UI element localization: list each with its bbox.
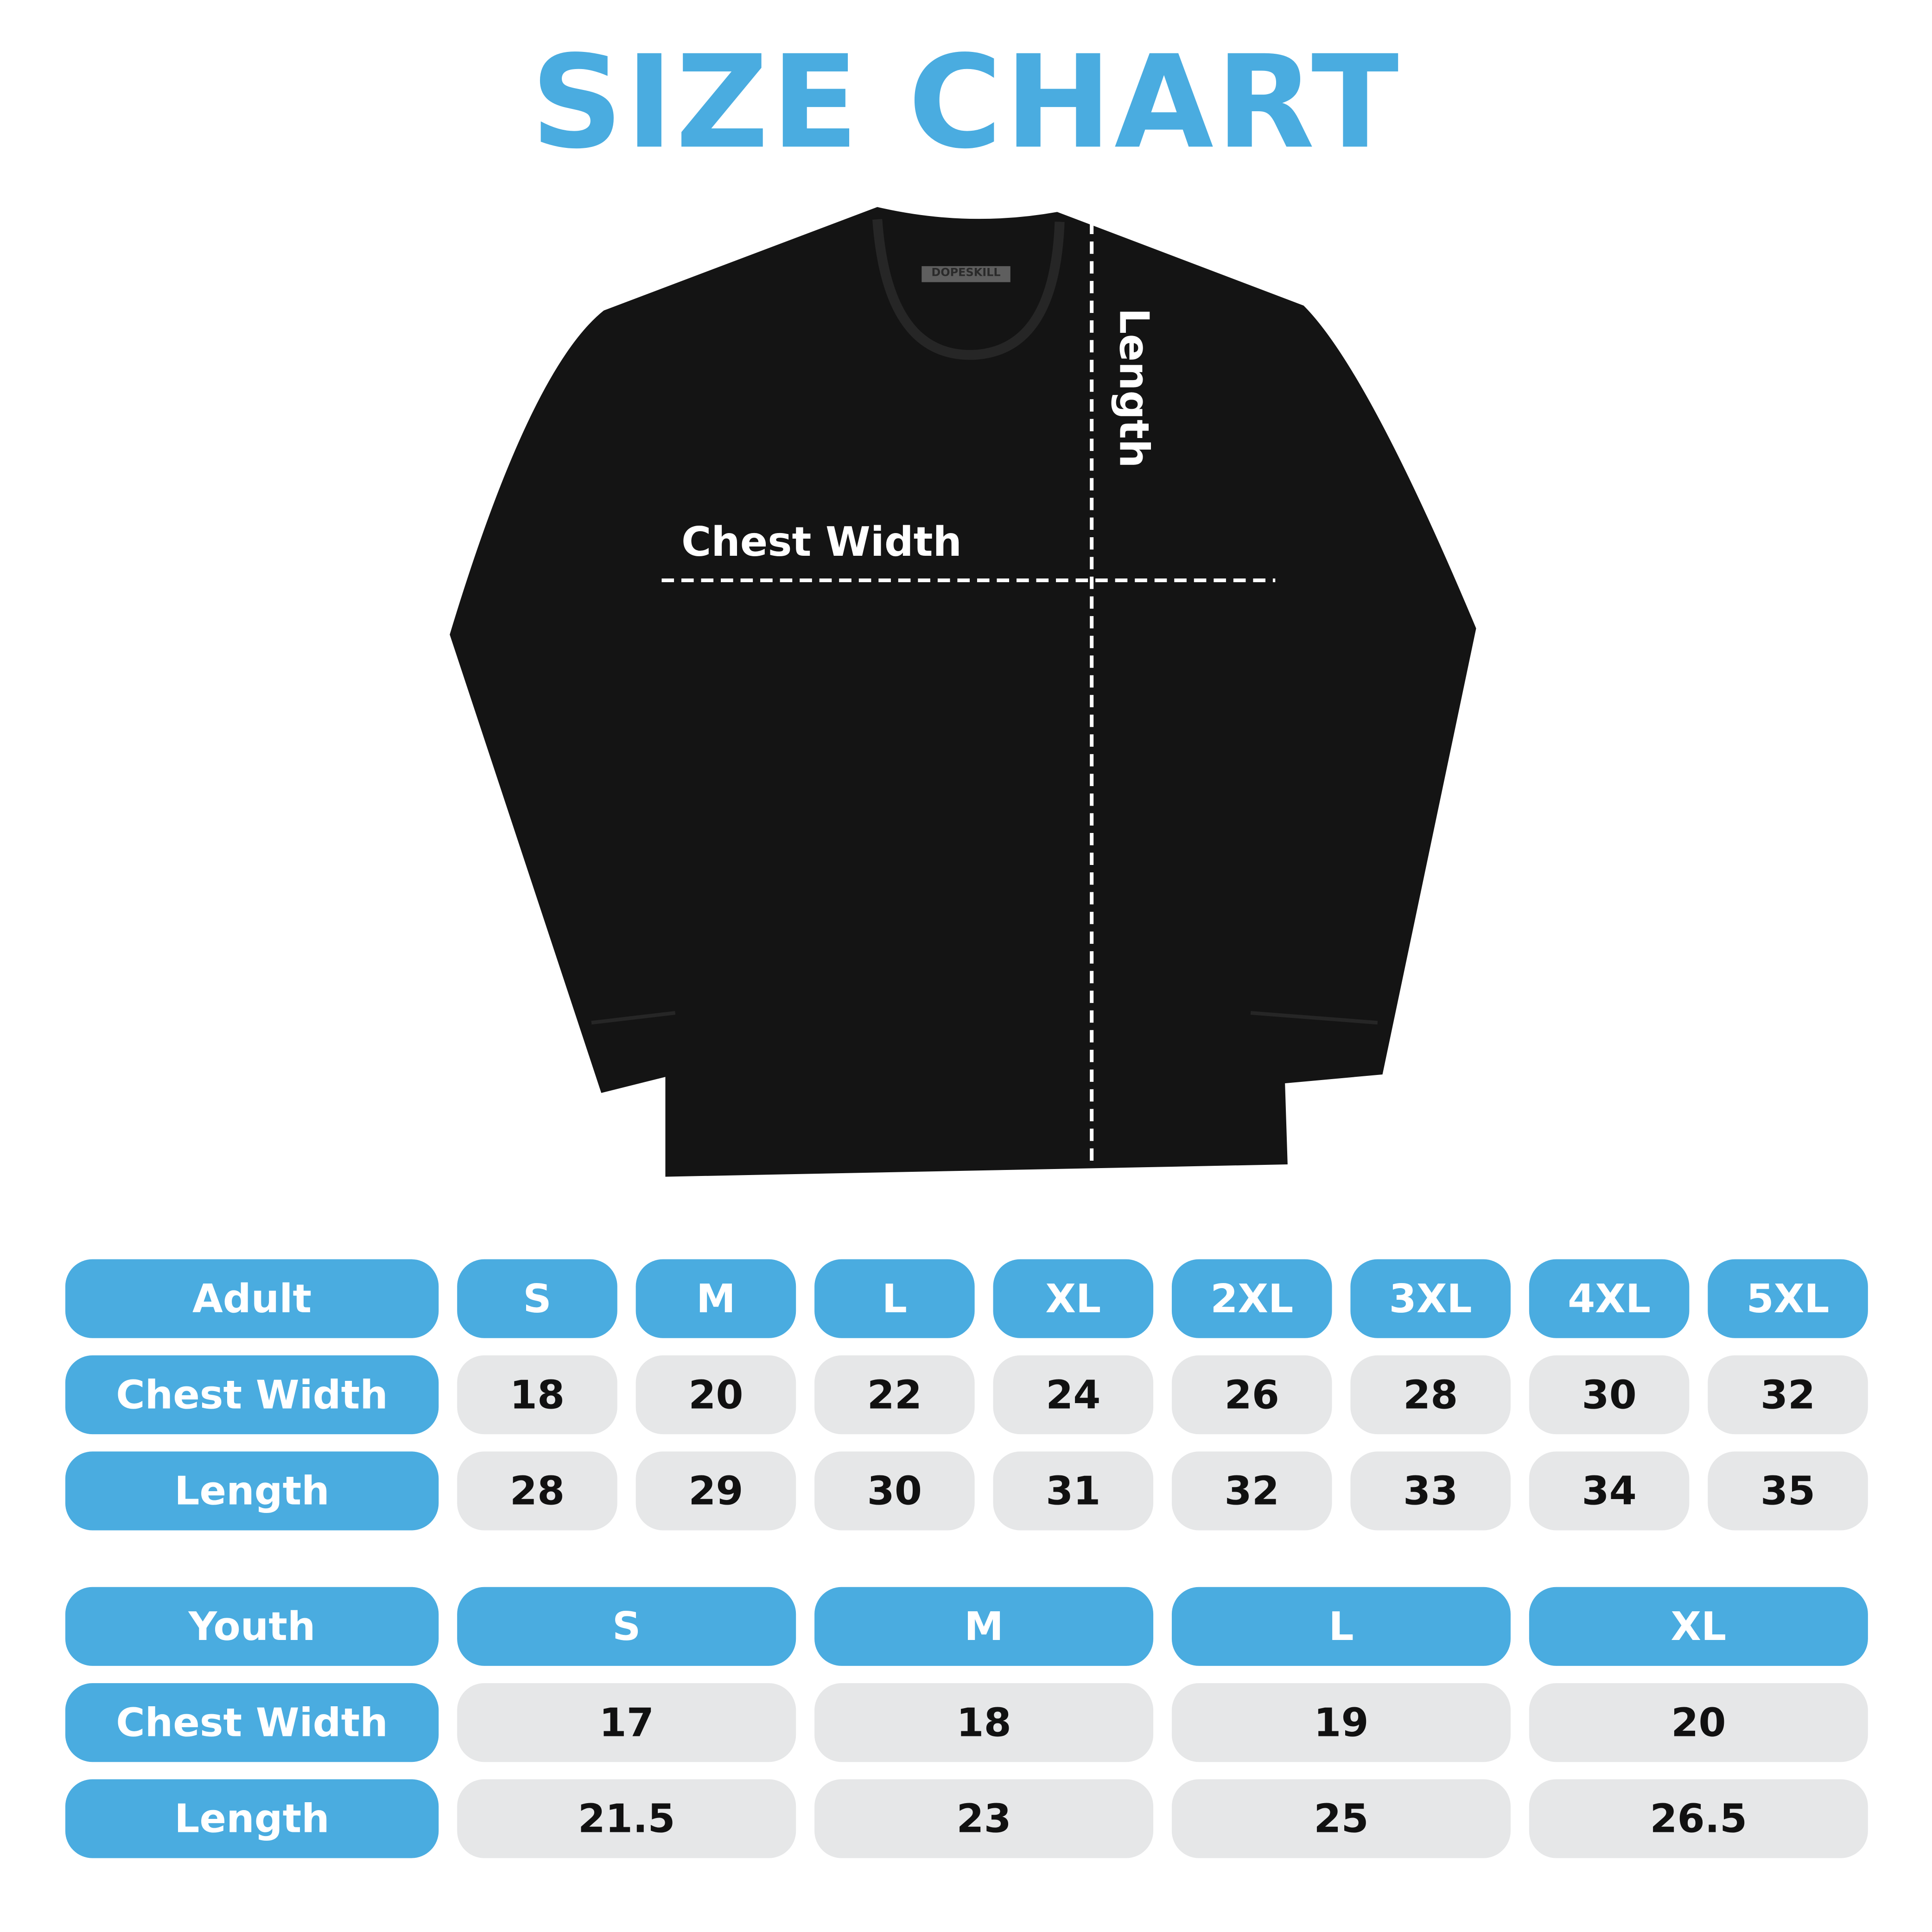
adult-value-cell: 32 [1171, 1451, 1332, 1531]
adult-size-header: L [814, 1259, 975, 1338]
adult-value-cell: 32 [1708, 1355, 1868, 1435]
adult-size-header: 4XL [1529, 1259, 1690, 1338]
youth-value-cell: 25 [1171, 1779, 1511, 1858]
adult-value-cell: 30 [1529, 1355, 1690, 1435]
youth-value-cell: 19 [1171, 1683, 1511, 1762]
shirt-body [450, 207, 1476, 1177]
adult-value-cell: 30 [814, 1451, 975, 1531]
adult-size-header: 3XL [1350, 1259, 1511, 1338]
page-title: SIZE CHART [531, 27, 1401, 178]
shirt-collar [872, 219, 1065, 360]
adult-row-label: Chest Width [65, 1355, 439, 1435]
adult-value-cell: 29 [636, 1451, 796, 1531]
youth-size-header: S [457, 1587, 796, 1666]
adult-size-header: S [457, 1259, 617, 1338]
youth-row-label: Length [65, 1779, 439, 1858]
adult-value-cell: 31 [993, 1451, 1154, 1531]
youth-size-header: XL [1529, 1587, 1868, 1666]
adult-value-cell: 33 [1350, 1451, 1511, 1531]
adult-value-cell: 28 [1350, 1355, 1511, 1435]
youth-header-label: Youth [65, 1587, 439, 1666]
adult-value-cell: 35 [1708, 1451, 1868, 1531]
adult-value-cell: 34 [1529, 1451, 1690, 1531]
adult-header-label: Adult [65, 1259, 439, 1338]
adult-size-header: 2XL [1171, 1259, 1332, 1338]
youth-value-cell: 20 [1529, 1683, 1868, 1762]
adult-size-header: 5XL [1708, 1259, 1868, 1338]
youth-value-cell: 21.5 [457, 1779, 796, 1858]
brand-logo: DOPESKILL [922, 266, 1010, 282]
adult-value-cell: 22 [814, 1355, 975, 1435]
right-cuff [1250, 1011, 1378, 1025]
youth-value-cell: 17 [457, 1683, 796, 1762]
adult-value-cell: 24 [993, 1355, 1154, 1435]
shirt-illustration [450, 207, 1476, 1177]
adult-value-cell: 20 [636, 1355, 796, 1435]
adult-value-cell: 28 [457, 1451, 617, 1531]
adult-value-cell: 18 [457, 1355, 617, 1435]
adult-row-label: Length [65, 1451, 439, 1531]
youth-value-cell: 26.5 [1529, 1779, 1868, 1858]
adult-value-cell: 26 [1171, 1355, 1332, 1435]
adult-size-header: XL [993, 1259, 1154, 1338]
youth-value-cell: 23 [814, 1779, 1154, 1858]
youth-size-header: L [1171, 1587, 1511, 1666]
youth-row-label: Chest Width [65, 1683, 439, 1762]
length-label: Length [1110, 308, 1158, 468]
chest-width-label: Chest Width [681, 517, 962, 566]
left-cuff [591, 1011, 676, 1025]
youth-size-header: M [814, 1587, 1154, 1666]
adult-size-header: M [636, 1259, 796, 1338]
youth-value-cell: 18 [814, 1683, 1154, 1762]
